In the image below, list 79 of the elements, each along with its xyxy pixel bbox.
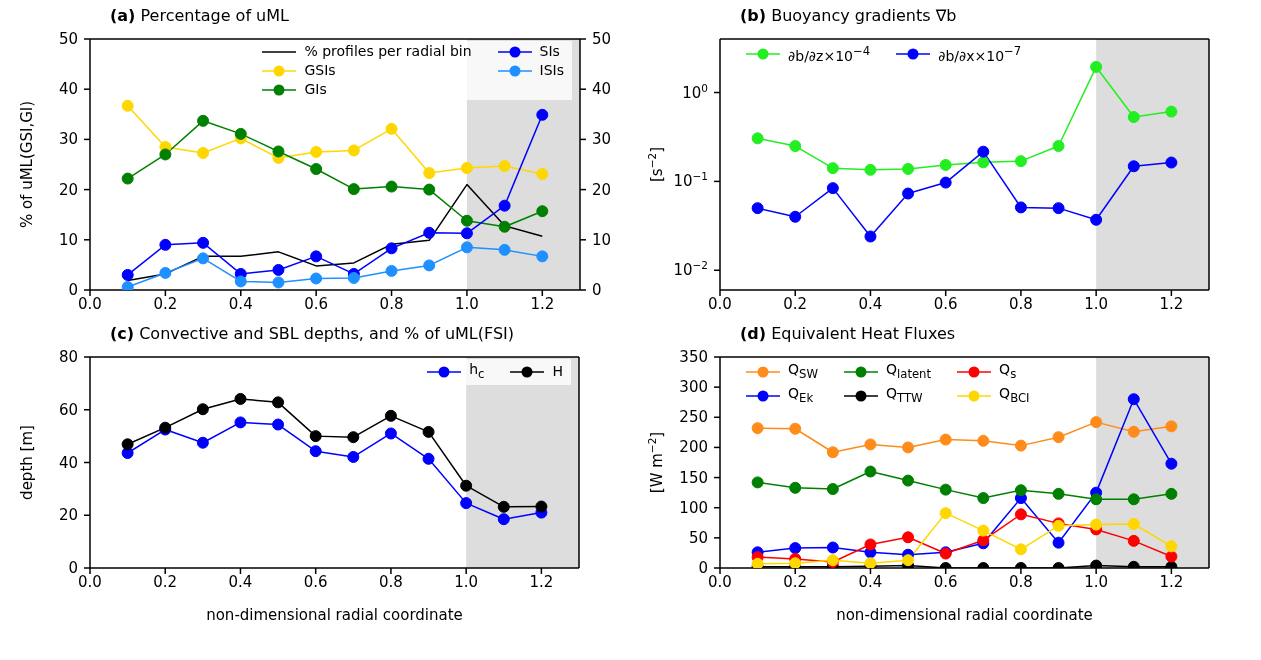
y2-tick-label: 40 <box>592 80 612 99</box>
x-tick-label: 1.2 <box>1159 294 1184 313</box>
y-tick-label: 250 <box>679 408 708 427</box>
chart-title: (b) Buoyancy gradients ∇b <box>740 6 957 25</box>
y2-tick-label: 10 <box>592 230 612 249</box>
legend-label: GIs <box>304 80 327 99</box>
y-tick-label: 60 <box>58 400 78 419</box>
y-tick-label: 200 <box>679 438 708 457</box>
y-tick-label: 80 <box>58 348 78 366</box>
x-tick-label: 0.0 <box>708 572 732 591</box>
x-tick-label: 1.2 <box>529 572 554 591</box>
legend-label: Q$_{BCI}$ <box>999 383 1030 407</box>
x-tick-label: 1.2 <box>1159 572 1184 591</box>
x-tick-label: 0.4 <box>858 572 883 591</box>
y-tick-label: 0 <box>698 559 708 577</box>
y-tick-label: 10$^{0}$ <box>682 81 708 102</box>
y-tick-label: 0 <box>68 281 78 299</box>
y-tick-label: 40 <box>58 453 78 472</box>
legend-label: Q$_{TTW}$ <box>885 383 923 407</box>
legend-label: Q$_{latent}$ <box>885 360 932 383</box>
x-tick-label: 0.8 <box>379 294 404 313</box>
chart-title: (a) Percentage of uML <box>110 6 289 25</box>
x-tick-label: 1.2 <box>530 294 555 313</box>
y-tick-label: 10$^{−2}$ <box>673 259 708 280</box>
y-tick-label: 0 <box>68 559 78 577</box>
legend-label: GSIs <box>304 61 336 80</box>
y-tick-label: 50 <box>688 528 708 547</box>
x-tick-label: 0.8 <box>378 572 403 591</box>
x-tick-label: 0.2 <box>783 572 808 591</box>
y-tick-label: 20 <box>58 506 78 525</box>
legend-label: Q$_{s}$ <box>999 360 1017 383</box>
y2-tick-label: 50 <box>592 30 612 48</box>
x-tick-label: 1.0 <box>454 572 479 591</box>
x-tick-label: 0.6 <box>933 294 958 313</box>
x-tick-label: 0.4 <box>228 294 253 313</box>
legend-label: ∂b/∂x×10$^{−7}$ <box>938 43 1022 66</box>
x-tick-label: 0.4 <box>858 294 883 313</box>
legend-label: ∂b/∂z×10$^{−4}$ <box>788 43 871 66</box>
y2-tick-label: 20 <box>592 180 612 199</box>
x-tick-label: 0.2 <box>783 294 808 313</box>
x-tick-label: 0.6 <box>933 572 958 591</box>
y2-tick-label: 30 <box>592 130 612 149</box>
x-axis-title: non-dimensional radial coordinate <box>206 606 463 624</box>
x-tick-label: 0.8 <box>1008 572 1033 591</box>
legend-label: ISIs <box>539 61 564 80</box>
x-tick-label: 0.0 <box>78 294 102 313</box>
legend-label: % profiles per radial bin <box>304 42 472 61</box>
y-tick-label: 100 <box>679 498 708 517</box>
y-tick-label: 300 <box>679 378 708 397</box>
x-tick-label: 1.0 <box>1084 294 1109 313</box>
y-tick-label: 40 <box>58 80 78 99</box>
y-tick-label: 20 <box>58 180 78 199</box>
legend-label: Q$_{Ek}$ <box>788 383 814 407</box>
x-tick-label: 0.8 <box>1008 294 1033 313</box>
legend-label: H <box>552 362 563 382</box>
x-tick-label: 0.6 <box>303 572 328 591</box>
x-tick-label: 0.4 <box>228 572 253 591</box>
x-tick-label: 0.2 <box>153 572 178 591</box>
y-axis-title: % of uML(GSI,GI) <box>18 100 36 229</box>
y2-tick-label: 0 <box>592 281 602 299</box>
chart-title: (c) Convective and SBL depths, and % of uML(FSI) <box>110 324 515 343</box>
x-tick-label: 1.0 <box>1084 572 1109 591</box>
legend-label: h$_{c}$ <box>469 360 485 383</box>
x-tick-label: 0.6 <box>304 294 329 313</box>
y-tick-label: 10 <box>58 230 78 249</box>
y-tick-label: 30 <box>58 130 78 149</box>
chart-title: (d) Equivalent Heat Fluxes <box>740 324 956 343</box>
y-tick-label: 10$^{−1}$ <box>673 170 708 191</box>
x-tick-label: 0.2 <box>153 294 178 313</box>
y-tick-label: 150 <box>679 468 708 487</box>
y-tick-label: 50 <box>58 30 78 48</box>
x-tick-label: 0.0 <box>708 294 732 313</box>
legend-label: Q$_{SW}$ <box>788 360 818 383</box>
legend-label: SIs <box>539 42 560 61</box>
x-axis-title: non-dimensional radial coordinate <box>836 606 1093 624</box>
y-tick-label: 350 <box>679 348 708 366</box>
x-tick-label: 1.0 <box>454 294 479 313</box>
x-tick-label: 0.0 <box>78 572 102 591</box>
y-axis-title: depth [m] <box>18 425 36 500</box>
